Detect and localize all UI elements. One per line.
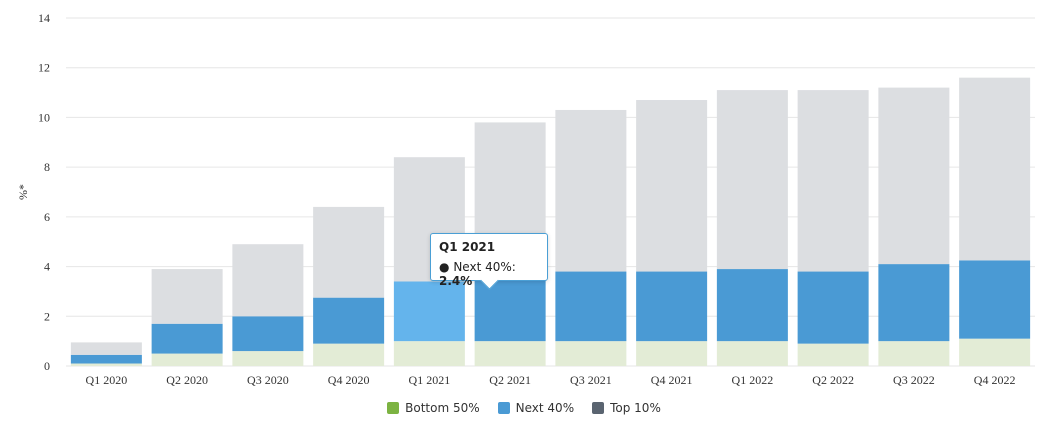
bar-segment-next-40[interactable] xyxy=(555,271,627,342)
y-tick-label: 10 xyxy=(38,110,50,124)
bar-segment-top-10[interactable] xyxy=(151,269,223,324)
x-tick-label: Q3 2022 xyxy=(893,373,935,387)
legend-swatch xyxy=(592,402,605,414)
bar-segment-top-10[interactable] xyxy=(313,206,385,298)
y-tick-label: 0 xyxy=(44,359,50,373)
bar-segment-bottom-50[interactable] xyxy=(878,341,950,366)
x-tick-label: Q2 2021 xyxy=(489,373,531,387)
bar-segment-next-40[interactable] xyxy=(393,281,465,342)
tooltip: Q1 2021 ● Next 40%: 2.4% xyxy=(430,233,548,290)
bar-segment-top-10[interactable] xyxy=(878,87,950,265)
legend-swatch xyxy=(387,402,400,414)
bar-segment-top-10[interactable] xyxy=(555,109,627,272)
bar-segment-bottom-50[interactable] xyxy=(151,353,223,366)
tooltip-series-label: Next 40%: xyxy=(453,260,516,274)
bar-segment-bottom-50[interactable] xyxy=(70,363,142,366)
bar-segment-next-40[interactable] xyxy=(313,297,385,344)
bar-segment-bottom-50[interactable] xyxy=(636,341,708,366)
legend-swatch xyxy=(497,402,510,414)
x-tick-label: Q4 2022 xyxy=(974,373,1016,387)
legend-label: Bottom 50% xyxy=(405,401,480,415)
bar-segment-top-10[interactable] xyxy=(797,90,869,272)
bar-segment-bottom-50[interactable] xyxy=(555,341,627,366)
tooltip-bullet: ● xyxy=(439,260,450,274)
x-tick-label: Q4 2020 xyxy=(328,373,370,387)
gridlines xyxy=(66,17,1035,367)
bar-segment-bottom-50[interactable] xyxy=(232,351,304,366)
bar-segment-top-10[interactable] xyxy=(716,90,788,270)
x-tick-label: Q3 2020 xyxy=(247,373,289,387)
bar-segment-bottom-50[interactable] xyxy=(393,341,465,366)
bar-segment-next-40[interactable] xyxy=(959,260,1031,339)
x-tick-label: Q2 2022 xyxy=(812,373,854,387)
bar-segment-bottom-50[interactable] xyxy=(474,341,546,366)
x-tick-label: Q1 2021 xyxy=(409,373,451,387)
bar-segment-next-40[interactable] xyxy=(70,354,142,364)
legend-label: Top 10% xyxy=(610,401,661,415)
y-tick-label: 6 xyxy=(44,210,50,224)
y-tick-label: 2 xyxy=(44,309,50,323)
y-tick-label: 14 xyxy=(38,11,50,25)
y-tick-label: 8 xyxy=(44,160,50,174)
x-tick-label: Q2 2020 xyxy=(166,373,208,387)
x-tick-label: Q1 2022 xyxy=(732,373,774,387)
bar-segment-next-40[interactable] xyxy=(151,323,223,354)
legend-item[interactable]: Top 10% xyxy=(592,401,661,415)
bar-segment-top-10[interactable] xyxy=(636,100,708,272)
tooltip-title: Q1 2021 xyxy=(439,240,496,254)
bar-segment-bottom-50[interactable] xyxy=(313,343,385,366)
bar-segment-top-10[interactable] xyxy=(959,77,1031,261)
bar-segment-bottom-50[interactable] xyxy=(797,343,869,366)
tooltip-value: 2.4% xyxy=(439,274,473,288)
tooltip-row: ● Next 40%: 2.4% xyxy=(439,260,539,288)
y-axis-label: %* xyxy=(16,184,30,200)
bar-segment-top-10[interactable] xyxy=(70,342,142,355)
x-tick-label: Q3 2021 xyxy=(570,373,612,387)
stacked-bar-chart: 0 2 4 6 8 10 12 14 %* Q1 2020 Q2 2020 Q3 2020 Q4 2… xyxy=(16,11,1035,387)
legend-item[interactable]: Next 40% xyxy=(497,401,575,415)
y-axis-ticks: 0 2 4 6 8 10 12 14 xyxy=(38,11,50,373)
y-tick-label: 4 xyxy=(44,260,50,274)
bar-segment-next-40[interactable] xyxy=(797,271,869,344)
x-axis-ticks: Q1 2020 Q2 2020 Q3 2020 Q4 2020 Q1 2021 Q2 20… xyxy=(86,373,1016,387)
bars xyxy=(70,77,1031,366)
bar-segment-next-40[interactable] xyxy=(232,316,304,352)
bar-segment-top-10[interactable] xyxy=(232,244,304,317)
legend-label: Next 40% xyxy=(515,401,575,415)
x-tick-label: Q4 2021 xyxy=(651,373,693,387)
bar-segment-bottom-50[interactable] xyxy=(959,338,1031,366)
x-tick-label: Q1 2020 xyxy=(86,373,128,387)
legend: Bottom 50% Next 40% Top 10% xyxy=(0,401,1048,415)
bar-segment-next-40[interactable] xyxy=(878,264,950,342)
legend-item[interactable]: Bottom 50% xyxy=(387,401,480,415)
bar-segment-next-40[interactable] xyxy=(636,271,708,342)
bar-segment-next-40[interactable] xyxy=(716,269,788,342)
bar-segment-bottom-50[interactable] xyxy=(716,341,788,366)
y-tick-label: 12 xyxy=(38,61,50,75)
